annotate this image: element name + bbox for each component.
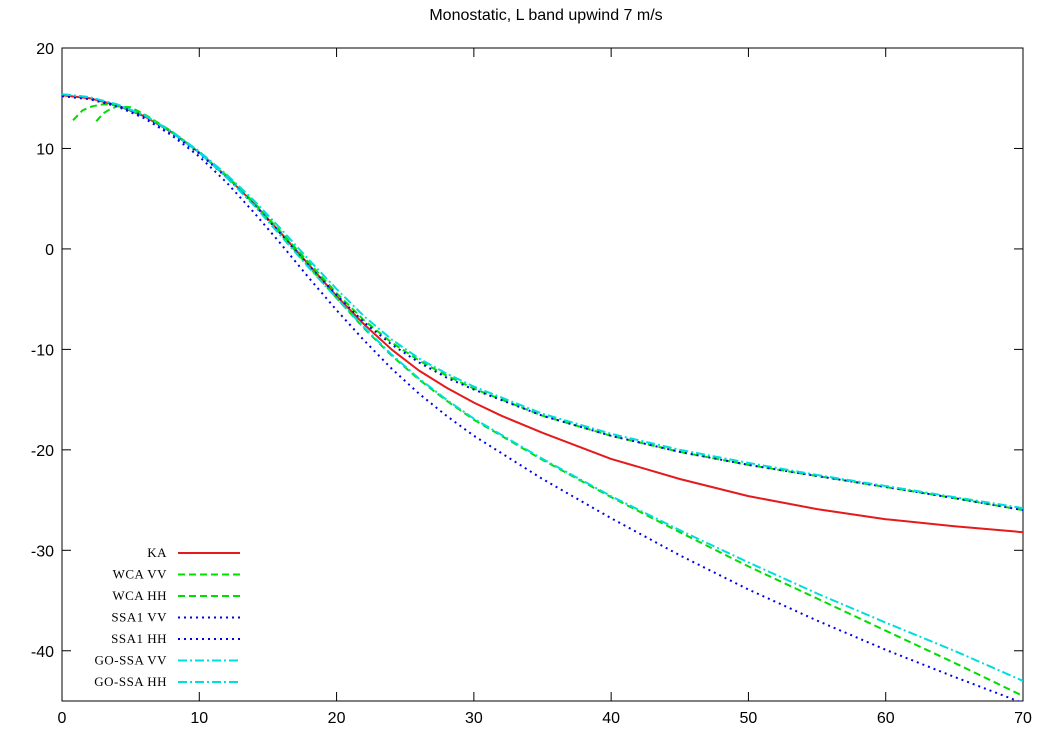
y-tick-label: -40	[31, 644, 54, 661]
legend-label: GO-SSA HH	[94, 674, 167, 689]
x-tick-label: 10	[190, 710, 208, 727]
series-line-wca-vv	[72, 103, 1023, 512]
legend-label: WCA VV	[113, 567, 168, 582]
x-tick-label: 70	[1014, 710, 1032, 727]
y-tick-label: 20	[36, 41, 54, 58]
y-tick-label: -10	[31, 342, 54, 359]
x-tick-label: 20	[328, 710, 346, 727]
x-tick-label: 40	[602, 710, 620, 727]
series-line-go-ssa-vv	[61, 93, 1023, 510]
legend-label: GO-SSA VV	[94, 653, 167, 668]
series-line-wca-hh	[95, 105, 1023, 697]
chart-title: Monostatic, L band upwind 7 m/s	[429, 7, 662, 24]
axes: 0 10 20 30 40 50 60 70 -40 -30 -20 -10 0 10 20	[31, 41, 1032, 727]
series-group	[61, 93, 1023, 701]
series-line-ka	[61, 94, 1023, 534]
x-tick-label: 50	[740, 710, 758, 727]
y-tick-label: -20	[31, 443, 54, 460]
legend: KA WCA VV WCA HH SSA1 VV SSA1 HH GO-SSA VV GO-…	[94, 545, 240, 689]
plot-frame	[61, 47, 1024, 702]
x-tick-label: 30	[465, 710, 483, 727]
x-tick-label: 0	[58, 710, 67, 727]
series-line-ssa1-hh	[61, 95, 1021, 701]
series-line-go-ssa-hh	[61, 93, 1023, 682]
legend-label: SSA1 VV	[111, 610, 167, 625]
y-tick-label: 0	[45, 242, 54, 259]
x-tick-label: 60	[877, 710, 895, 727]
legend-label: WCA HH	[112, 588, 167, 603]
y-tick-label: 10	[36, 141, 54, 158]
legend-label: SSA1 HH	[111, 631, 167, 646]
y-tick-label: -30	[31, 543, 54, 560]
legend-label: KA	[147, 545, 167, 560]
